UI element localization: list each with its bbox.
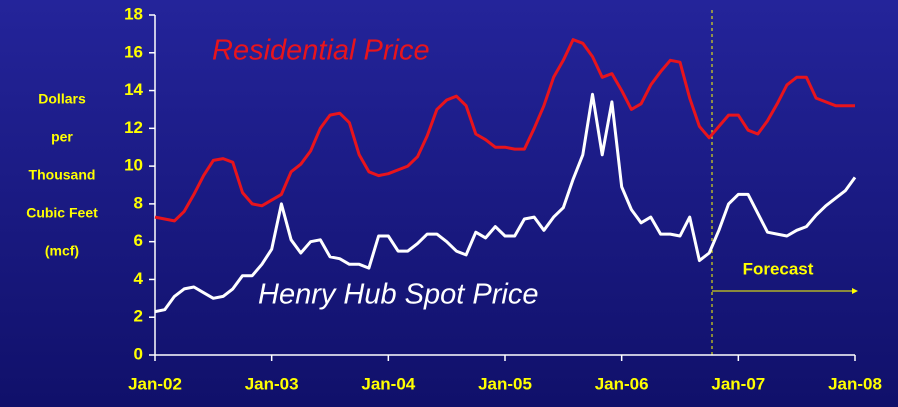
x-tick-label: Jan-07 bbox=[711, 374, 765, 393]
series-label: Residential Price bbox=[212, 35, 430, 67]
annotation: Forecast bbox=[743, 259, 814, 278]
y-tick-label: 10 bbox=[124, 156, 143, 175]
forecast-arrowhead bbox=[852, 288, 858, 294]
y-tick-label: 0 bbox=[134, 344, 143, 363]
y-tick-label: 14 bbox=[124, 80, 143, 99]
y-axis-label: per bbox=[51, 129, 73, 145]
y-tick-label: 18 bbox=[124, 4, 143, 23]
x-tick-label: Jan-02 bbox=[128, 374, 182, 393]
y-axis-label: Cubic Feet bbox=[26, 205, 98, 221]
y-axis-label: Thousand bbox=[29, 167, 96, 183]
x-tick-label: Jan-05 bbox=[478, 374, 532, 393]
y-tick-label: 2 bbox=[134, 307, 143, 326]
x-tick-label: Jan-08 bbox=[828, 374, 882, 393]
y-tick-label: 16 bbox=[124, 42, 143, 61]
y-tick-label: 12 bbox=[124, 118, 143, 137]
y-tick-label: 8 bbox=[134, 193, 143, 212]
series-line bbox=[154, 92, 857, 314]
series-line bbox=[154, 38, 855, 223]
x-tick-label: Jan-03 bbox=[245, 374, 299, 393]
x-tick-label: Jan-04 bbox=[361, 374, 415, 393]
y-tick-label: 6 bbox=[134, 231, 143, 250]
y-axis-label: Dollars bbox=[38, 91, 86, 107]
series-label: Henry Hub Spot Price bbox=[258, 279, 538, 311]
x-tick-label: Jan-06 bbox=[595, 374, 649, 393]
y-axis-label: (mcf) bbox=[45, 243, 79, 259]
y-tick-label: 4 bbox=[134, 269, 144, 288]
